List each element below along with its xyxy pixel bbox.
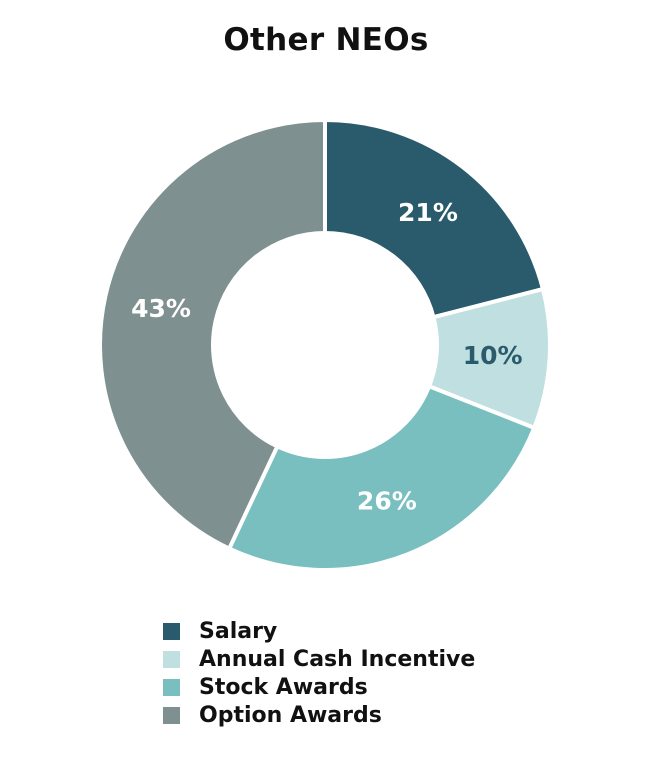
- legend-label-stock-awards: Stock Awards: [199, 674, 368, 700]
- slice-stock-awards: [227, 384, 537, 572]
- slice-label-option-awards: 43%: [131, 294, 191, 323]
- legend-item-option-awards: Option Awards: [163, 701, 475, 729]
- legend-label-salary: Salary: [199, 618, 278, 644]
- chart-title: Other NEOs: [223, 22, 429, 58]
- slice-salary: [323, 118, 545, 320]
- legend-label-option-awards: Option Awards: [199, 702, 382, 728]
- legend-item-annual-cash-incentive: Annual Cash Incentive: [163, 645, 475, 673]
- slice-option-awards: [98, 118, 327, 551]
- slice-label-stock-awards: 26%: [357, 487, 417, 516]
- legend: Salary Annual Cash Incentive Stock Award…: [163, 617, 475, 729]
- slice-label-annual-cash-incentive: 10%: [463, 341, 523, 370]
- slice-labels: 21% 10% 26% 43%: [131, 198, 522, 516]
- slice-label-salary: 21%: [398, 198, 458, 227]
- legend-label-annual-cash-incentive: Annual Cash Incentive: [199, 646, 476, 672]
- donut-chart: 21% 10% 26% 43%: [98, 118, 552, 572]
- legend-item-salary: Salary: [163, 617, 475, 645]
- donut-slices: [98, 118, 552, 572]
- legend-item-stock-awards: Stock Awards: [163, 673, 475, 701]
- legend-swatch-option-awards: [163, 706, 180, 724]
- legend-swatch-annual-cash-incentive: [163, 650, 180, 668]
- legend-swatch-stock-awards: [163, 678, 180, 696]
- legend-swatch-salary: [163, 622, 180, 640]
